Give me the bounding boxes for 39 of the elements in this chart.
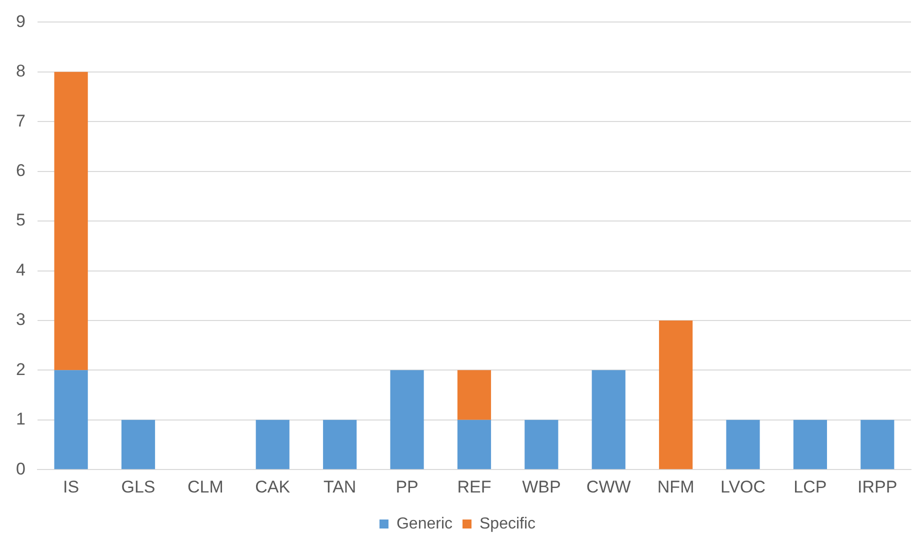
x-tick-label: REF [457, 477, 492, 496]
bar [659, 320, 693, 470]
y-tick-label: 4 [16, 260, 26, 280]
y-tick-label: 2 [16, 360, 26, 379]
y-tick-label: 3 [16, 310, 26, 330]
x-tick-label: CWW [586, 477, 631, 496]
x-tick-label: IRPP [858, 477, 898, 496]
bar [726, 420, 760, 470]
legend-label: Specific [480, 515, 536, 532]
y-tick-label: 0 [16, 459, 26, 478]
bar [121, 420, 156, 470]
bar [592, 370, 626, 470]
x-tick-label: CLM [187, 477, 224, 496]
y-tick-label: 6 [16, 161, 26, 180]
bar [390, 370, 424, 470]
y-tick-label: 9 [16, 12, 26, 31]
bar [54, 370, 88, 470]
bar [524, 420, 558, 470]
x-tick-label: WBP [522, 477, 561, 496]
x-tick-label: CAK [255, 477, 291, 496]
x-tick-label: LVOC [720, 477, 766, 496]
bar [323, 420, 357, 470]
bar [256, 420, 290, 470]
x-tick-label: GLS [121, 477, 156, 496]
y-tick-label: 7 [16, 111, 26, 130]
bar [457, 370, 492, 420]
bar [860, 420, 894, 470]
legend-label: Generic [396, 515, 453, 532]
x-tick-label: LCP [794, 477, 827, 496]
y-tick-label: 5 [16, 210, 26, 230]
x-tick-label: TAN [323, 477, 356, 496]
y-tick-label: 8 [16, 62, 26, 81]
bar [457, 420, 492, 470]
x-tick-label: NFM [657, 477, 694, 496]
y-tick-label: 1 [16, 410, 26, 429]
bar [793, 420, 828, 470]
x-tick-label: IS [63, 477, 80, 496]
x-tick-label: PP [396, 477, 418, 496]
bar [54, 72, 88, 370]
